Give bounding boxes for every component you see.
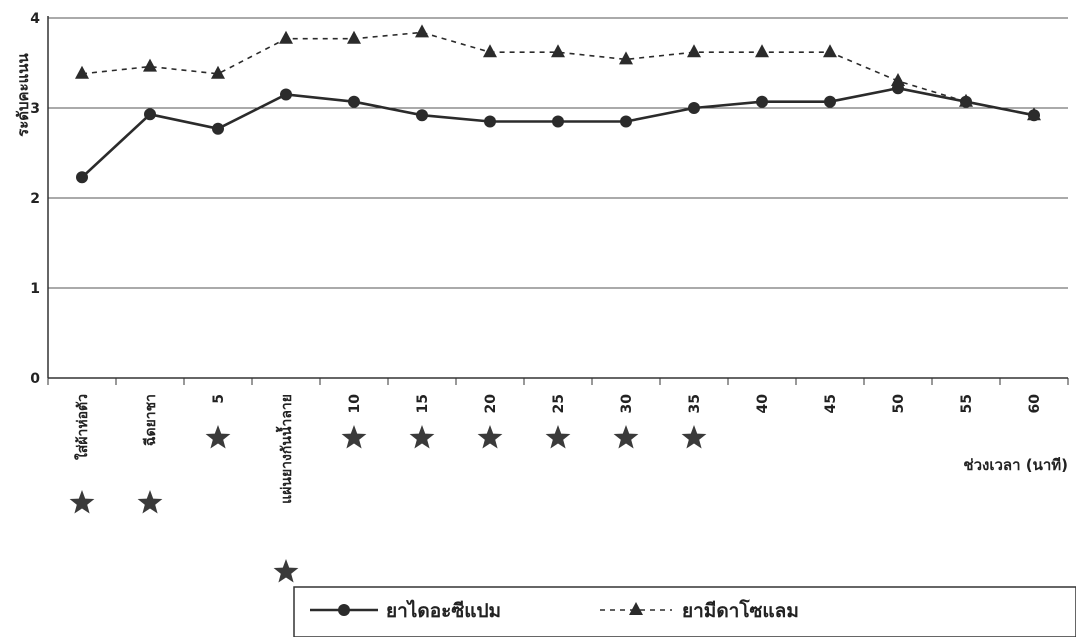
data-point <box>687 44 701 58</box>
data-point <box>959 93 973 107</box>
data-point <box>688 102 700 114</box>
data-point <box>76 171 88 184</box>
y-tick-label: 0 <box>30 371 40 387</box>
x-tick-label: 40 <box>755 394 771 414</box>
series-group <box>75 24 1041 184</box>
x-tick-label: แผ่นยางกันน้ำลาย <box>275 394 295 504</box>
y-axis-ticks: 0 1 2 3 4 <box>30 11 40 387</box>
star-marker <box>681 425 707 449</box>
x-tick-label: 30 <box>619 394 635 414</box>
data-point <box>619 51 633 65</box>
x-tick-label: 45 <box>823 394 839 413</box>
axes <box>47 16 1068 379</box>
data-point <box>212 122 224 135</box>
data-point <box>75 65 89 79</box>
x-tick-label: 55 <box>959 394 975 413</box>
star-marker <box>205 425 231 449</box>
data-point <box>756 95 768 108</box>
legend: ยาไดอะซีแปม ยามีดาโซแลม <box>293 586 1076 637</box>
data-point <box>416 109 428 122</box>
x-tick-label: ใส่ผ้าห่อตัว <box>73 394 91 460</box>
data-point <box>484 115 496 128</box>
star-marker <box>613 425 639 449</box>
data-point <box>755 44 769 58</box>
data-point <box>348 95 360 108</box>
star-markers <box>69 425 707 583</box>
data-point <box>347 30 361 44</box>
legend-marker <box>338 604 350 616</box>
star-marker <box>477 425 503 449</box>
x-tick-label: 15 <box>415 394 431 413</box>
star-marker <box>409 425 435 449</box>
data-point <box>483 44 497 58</box>
y-tick-label: 2 <box>30 191 40 207</box>
x-tick-label: 35 <box>687 394 703 413</box>
x-axis-label: ช่วงเวลา (นาที) <box>963 456 1068 474</box>
star-marker <box>341 425 367 449</box>
data-point <box>823 44 837 58</box>
x-tick-label: ฉีดยาชา <box>143 394 159 446</box>
x-tick-label: 60 <box>1027 394 1043 414</box>
data-point <box>1027 107 1041 121</box>
x-tick-label: 25 <box>551 394 567 413</box>
x-tick-label: 5 <box>211 394 227 404</box>
star-marker <box>273 559 299 583</box>
star-marker <box>545 425 571 449</box>
data-point <box>552 115 564 128</box>
data-point <box>620 115 632 128</box>
legend-label: ยามีดาโซแลม <box>682 599 799 622</box>
x-tick-label: 20 <box>483 394 499 414</box>
series-line <box>81 86 1035 179</box>
star-marker <box>137 490 163 514</box>
legend-label: ยาไดอะซีแปม <box>386 599 501 622</box>
data-point <box>279 30 293 44</box>
gridlines <box>48 17 1068 289</box>
x-tick-label: 50 <box>891 394 907 414</box>
y-tick-label: 3 <box>30 101 40 117</box>
data-point <box>415 24 429 38</box>
data-point <box>280 88 292 101</box>
x-axis-ticks: ใส่ผ้าห่อตัว ฉีดยาชา 5 แผ่นยางกันน้ำลาย 10 15… <box>47 378 1069 504</box>
data-point <box>211 65 225 79</box>
data-point <box>143 58 157 72</box>
legend-marker <box>629 602 643 615</box>
data-point <box>891 73 905 86</box>
data-point <box>551 44 565 58</box>
y-tick-label: 1 <box>30 281 40 297</box>
y-axis-label: ระดับคะแนน <box>14 52 32 136</box>
x-tick-label: 10 <box>347 394 363 414</box>
star-marker <box>69 490 95 514</box>
data-point <box>144 108 156 121</box>
legend-box <box>293 586 1076 637</box>
y-tick-label: 4 <box>30 11 40 27</box>
data-point <box>824 95 836 108</box>
series-line <box>81 31 1035 116</box>
